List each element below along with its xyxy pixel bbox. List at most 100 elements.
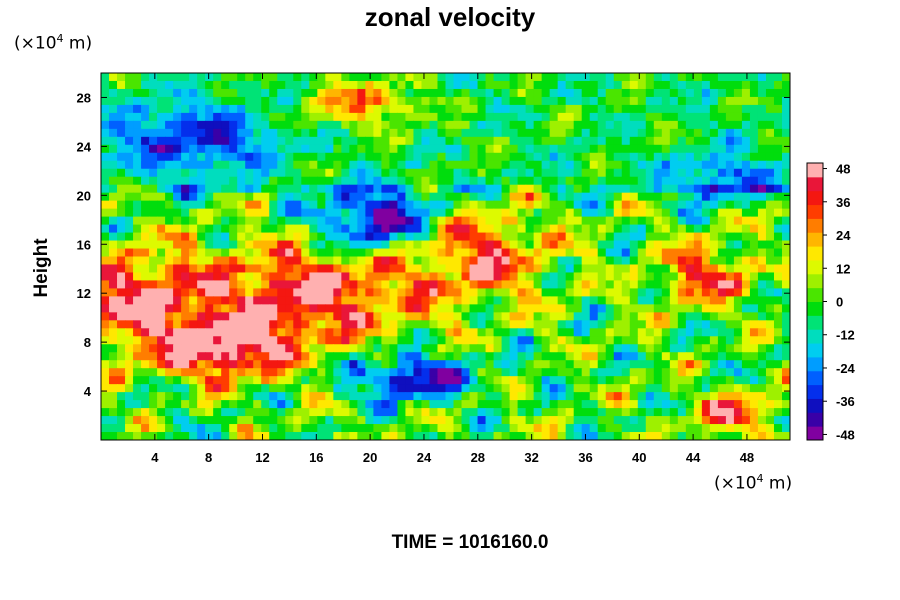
field-cell [733,344,743,353]
field-cell [181,424,190,433]
field-cell [757,376,767,385]
field-cell [765,392,775,401]
field-cell [629,224,639,234]
field-cell [741,336,751,345]
field-cell [293,168,302,178]
field-cell [253,128,262,138]
field-cell [565,248,575,258]
field-cell [293,328,302,337]
field-cell [661,240,671,250]
x-tick-label: 20 [363,450,377,465]
field-cell [477,312,487,321]
field-cell [453,280,463,290]
field-cell [437,152,447,162]
field-cell [637,304,647,313]
field-cell [461,144,471,154]
field-cell [413,288,423,297]
field-cell [389,192,399,202]
field-cell [717,408,727,417]
field-cell [661,208,671,218]
field-cell [221,288,230,297]
field-cell [525,128,535,138]
field-cell [517,360,527,369]
field-cell [301,368,310,377]
field-cell [109,184,118,194]
field-cell [621,400,631,409]
field-cell [605,344,615,353]
field-cell [709,200,719,210]
field-cell [453,320,463,329]
field-cell [677,104,687,114]
field-cell [109,264,118,274]
field-cell [685,352,695,361]
field-cell [621,200,631,210]
field-cell [413,432,423,440]
field-cell [645,120,655,130]
field-cell [749,192,759,202]
field-cell [757,272,767,282]
field-cell [485,80,495,90]
field-cell [325,208,334,218]
field-cell [293,176,302,186]
field-cell [573,256,583,266]
field-cell [701,144,711,154]
field-cell [717,432,727,440]
field-cell [757,128,767,138]
field-cell [749,208,759,218]
field-cell [141,408,150,417]
field-cell [197,408,206,417]
field-cell [613,352,623,361]
field-cell [413,400,423,409]
field-cell [597,80,607,90]
field-cell [469,392,479,401]
field-cell [301,184,310,194]
field-cell [637,88,647,98]
field-cell [197,336,206,345]
field-cell [413,312,423,321]
field-cell [693,344,703,353]
field-cell [669,152,679,162]
field-cell [197,160,206,170]
field-cell [725,200,735,210]
field-cell [309,280,318,290]
field-cell [181,120,190,130]
field-cell [645,216,655,226]
field-cell [645,152,655,162]
field-cell [453,256,463,266]
field-cell [117,136,126,146]
field-cell [341,200,350,210]
field-cell [765,416,775,425]
field-cell [581,128,591,138]
field-cell [621,304,631,313]
field-cell [141,80,150,90]
field-cell [693,416,703,425]
field-cell [397,328,407,337]
field-cell [117,88,126,98]
field-cell [565,240,575,250]
field-cell [301,104,310,114]
field-cell [381,320,391,329]
field-cell [125,280,134,290]
field-cell [597,272,607,282]
field-cell [421,320,431,329]
field-cell [605,368,615,377]
field-cell [677,136,687,146]
field-cell [733,224,743,234]
field-cell [701,232,711,242]
field-cell [341,424,350,433]
field-cell [237,416,246,425]
field-cell [341,256,350,266]
field-cell [277,152,286,162]
field-cell [109,112,118,122]
field-cell [453,200,463,210]
field-cell [661,424,671,433]
field-cell [429,120,439,130]
field-cell [565,376,575,385]
field-cell [557,256,567,266]
field-cell [437,384,447,393]
field-cell [325,288,334,297]
field-cell [757,192,767,202]
field-cell [469,160,479,170]
field-cell [693,104,703,114]
field-cell [429,320,439,329]
